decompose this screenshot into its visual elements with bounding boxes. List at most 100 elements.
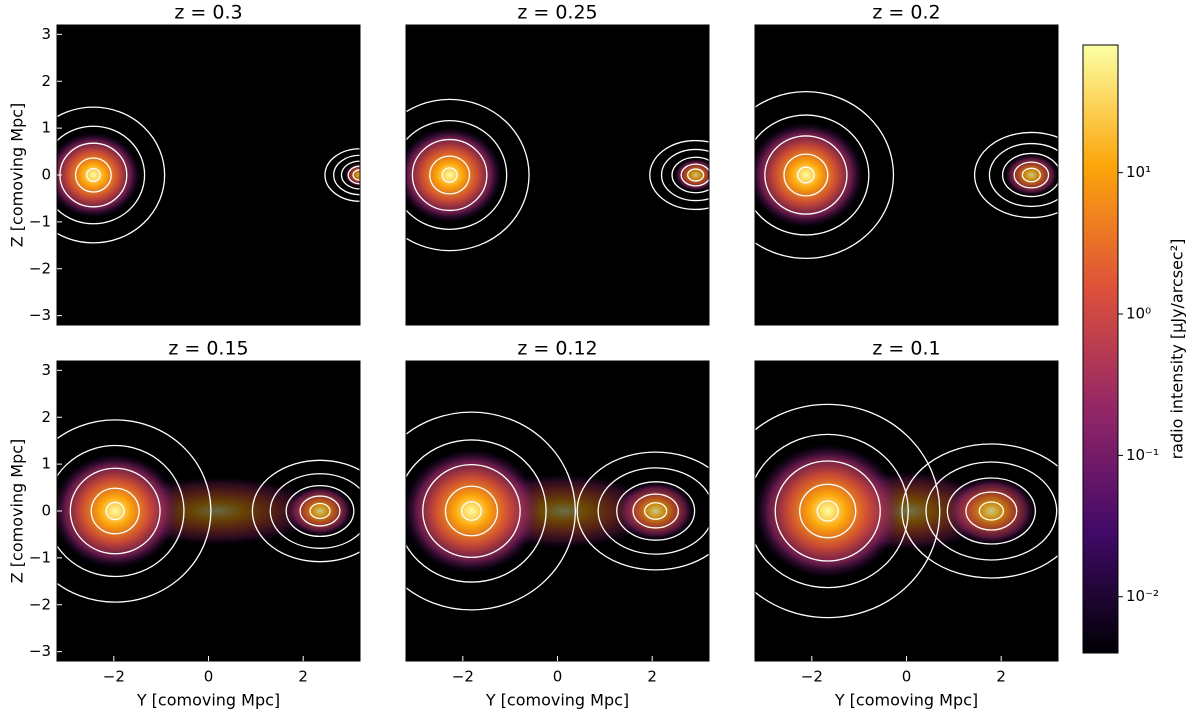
contour <box>57 444 185 578</box>
y-tick-label: −3 <box>29 306 51 324</box>
contour <box>461 501 482 521</box>
contour <box>1013 161 1050 189</box>
contour <box>406 98 530 252</box>
contour <box>324 148 360 202</box>
y-tick-label: 3 <box>41 361 51 379</box>
colorbar-tick-label: 10¹ <box>1126 163 1151 181</box>
y-tick-label: −3 <box>29 642 51 660</box>
emission <box>406 127 502 223</box>
contour <box>644 502 668 520</box>
contour <box>965 491 1018 531</box>
contour <box>946 477 1036 545</box>
contour <box>251 459 360 563</box>
emission <box>674 158 709 192</box>
emission <box>406 449 540 573</box>
emission <box>755 122 864 228</box>
contour <box>755 403 941 619</box>
contour <box>57 106 166 244</box>
x-tick-label: −2 <box>103 668 125 686</box>
x-axis-label: Y [comoving Mpc] <box>834 691 978 710</box>
contour <box>269 473 360 549</box>
y-tick-label: −1 <box>29 548 51 566</box>
y-tick-label: 0 <box>41 502 51 520</box>
y-axis-label: Z [comoving Mpc] <box>8 439 27 584</box>
emission <box>57 454 178 568</box>
x-tick-label: −2 <box>801 668 823 686</box>
contour <box>411 138 488 212</box>
contour <box>90 487 140 535</box>
contour <box>299 495 341 527</box>
x-tick-label: −2 <box>452 668 474 686</box>
contour <box>74 157 112 193</box>
contour <box>422 463 521 559</box>
contour <box>632 493 679 529</box>
image <box>755 90 1058 260</box>
emission <box>755 444 902 578</box>
contour <box>755 114 870 236</box>
y-tick-label: 2 <box>41 72 51 90</box>
contour <box>105 501 125 521</box>
contour <box>671 156 709 194</box>
contour <box>57 125 146 225</box>
x-tick-label: 0 <box>204 668 214 686</box>
contour <box>597 467 709 555</box>
contour <box>406 411 576 611</box>
emission <box>1004 154 1058 196</box>
y-tick-label: −2 <box>29 595 51 613</box>
contour <box>576 451 709 571</box>
colorbar-label: radio intensity [μJy/arcsec²] <box>1168 239 1187 460</box>
y-tick-label: 1 <box>41 455 51 473</box>
y-tick-label: 2 <box>41 408 51 426</box>
panel-title: z = 0.12 <box>517 338 597 360</box>
contour <box>69 467 161 555</box>
contour <box>406 120 508 230</box>
y-tick-label: −1 <box>29 212 51 230</box>
contour <box>988 142 1058 208</box>
panel-title: z = 0.25 <box>517 2 597 24</box>
contour <box>1021 167 1041 183</box>
contour <box>57 419 212 603</box>
contour <box>797 166 815 184</box>
contour <box>86 167 101 183</box>
contour <box>901 443 1058 579</box>
emission <box>948 477 1035 545</box>
contour <box>309 502 331 520</box>
image <box>406 411 709 611</box>
contour <box>444 485 499 537</box>
contour <box>816 500 839 522</box>
contour <box>285 484 355 538</box>
contour <box>973 131 1058 219</box>
contour <box>755 433 909 589</box>
x-tick-label: 0 <box>902 668 912 686</box>
emission <box>287 486 353 536</box>
contour <box>764 135 848 215</box>
contour <box>441 167 458 183</box>
y-tick-label: 3 <box>41 25 51 43</box>
y-axis-label: Z [comoving Mpc] <box>8 103 27 248</box>
colorbar-tick-label: 10⁰ <box>1126 305 1151 323</box>
contour <box>925 461 1058 561</box>
contour <box>774 460 881 562</box>
contour <box>687 168 705 182</box>
contour <box>616 481 696 541</box>
panel-title: z = 0.1 <box>872 338 940 360</box>
panel-title: z = 0.2 <box>872 2 940 24</box>
colorbar-tick-label: 10⁻² <box>1126 587 1159 605</box>
contour <box>1001 152 1058 198</box>
y-tick-label: 0 <box>41 166 51 184</box>
contour <box>660 148 709 202</box>
y-tick-label: −2 <box>29 259 51 277</box>
contour <box>978 501 1004 521</box>
panel-title: z = 0.3 <box>174 2 242 24</box>
colorbar-tick-label: 10⁻¹ <box>1126 446 1159 464</box>
y-tick-label: 1 <box>41 119 51 137</box>
emission <box>344 162 360 188</box>
image <box>755 403 1058 619</box>
panel-frame <box>754 24 1059 326</box>
contour <box>649 139 709 211</box>
contour <box>783 153 829 197</box>
emission <box>57 132 141 218</box>
contour <box>429 155 471 195</box>
